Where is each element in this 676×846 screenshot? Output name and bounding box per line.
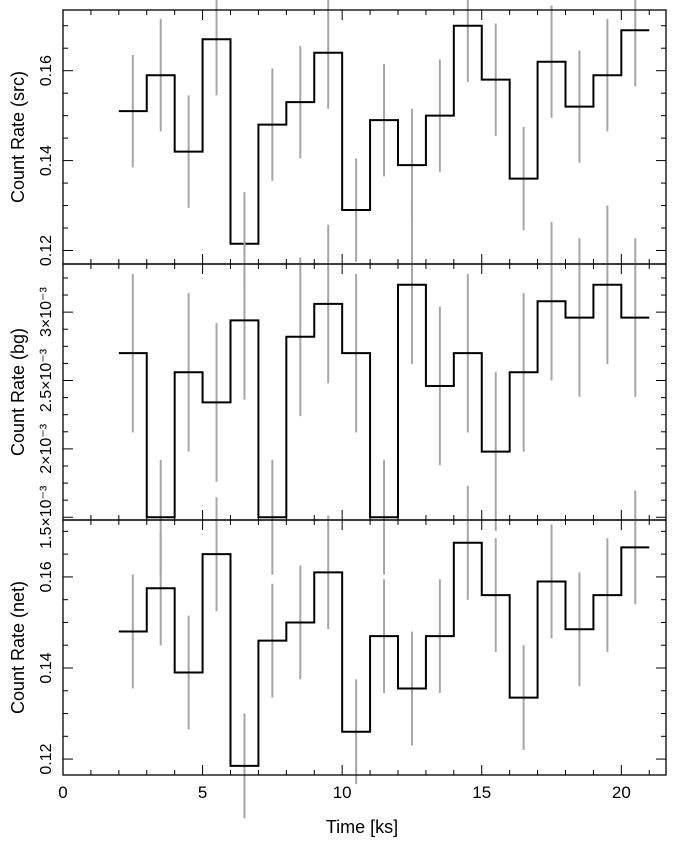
x-tick-label: 20 bbox=[612, 783, 631, 802]
y-tick-label: 0.12 bbox=[38, 235, 55, 266]
x-axis-label: Time [ks] bbox=[326, 817, 398, 837]
y-tick-label: 3×10⁻³ bbox=[38, 287, 55, 337]
light-curve-step bbox=[118, 541, 650, 767]
y-axis-label: Count Rate (bg) bbox=[8, 328, 28, 456]
panel-1: 0.12 0.14 0.16 Count Rate (src) bbox=[8, 0, 667, 296]
x-tick-label: 15 bbox=[472, 783, 491, 802]
panel-2: 1.5×10⁻³ 2×10⁻³ 2.5×10⁻³ 3×10⁻³ Count Rate (… bbox=[8, 205, 667, 575]
plot-frame bbox=[62, 9, 667, 265]
y-tick-label: 0.16 bbox=[38, 55, 55, 86]
x-tick-label: 10 bbox=[333, 783, 352, 802]
y-tick-label: 1.5×10⁻³ bbox=[38, 485, 55, 549]
panel-3: 0.12 0.14 0.16 Count Rate (net) bbox=[8, 485, 667, 819]
x-tick-label: 0 bbox=[58, 783, 67, 802]
y-axis-label: Count Rate (src) bbox=[8, 71, 28, 203]
y-tick-label: 0.12 bbox=[38, 743, 55, 774]
plot-frame bbox=[62, 519, 667, 776]
y-tick-label: 0.14 bbox=[38, 652, 55, 683]
light-curve-step bbox=[118, 283, 650, 519]
light-curve-step bbox=[118, 24, 650, 245]
y-axis-label: Count Rate (net) bbox=[8, 581, 28, 714]
y-tick-label: 2.5×10⁻³ bbox=[38, 348, 55, 412]
plot-frame bbox=[62, 263, 667, 521]
y-tick-label: 0.16 bbox=[38, 561, 55, 592]
x-tick-label: 5 bbox=[198, 783, 207, 802]
y-tick-label: 0.14 bbox=[38, 145, 55, 176]
y-tick-label: 2×10⁻³ bbox=[38, 423, 55, 473]
